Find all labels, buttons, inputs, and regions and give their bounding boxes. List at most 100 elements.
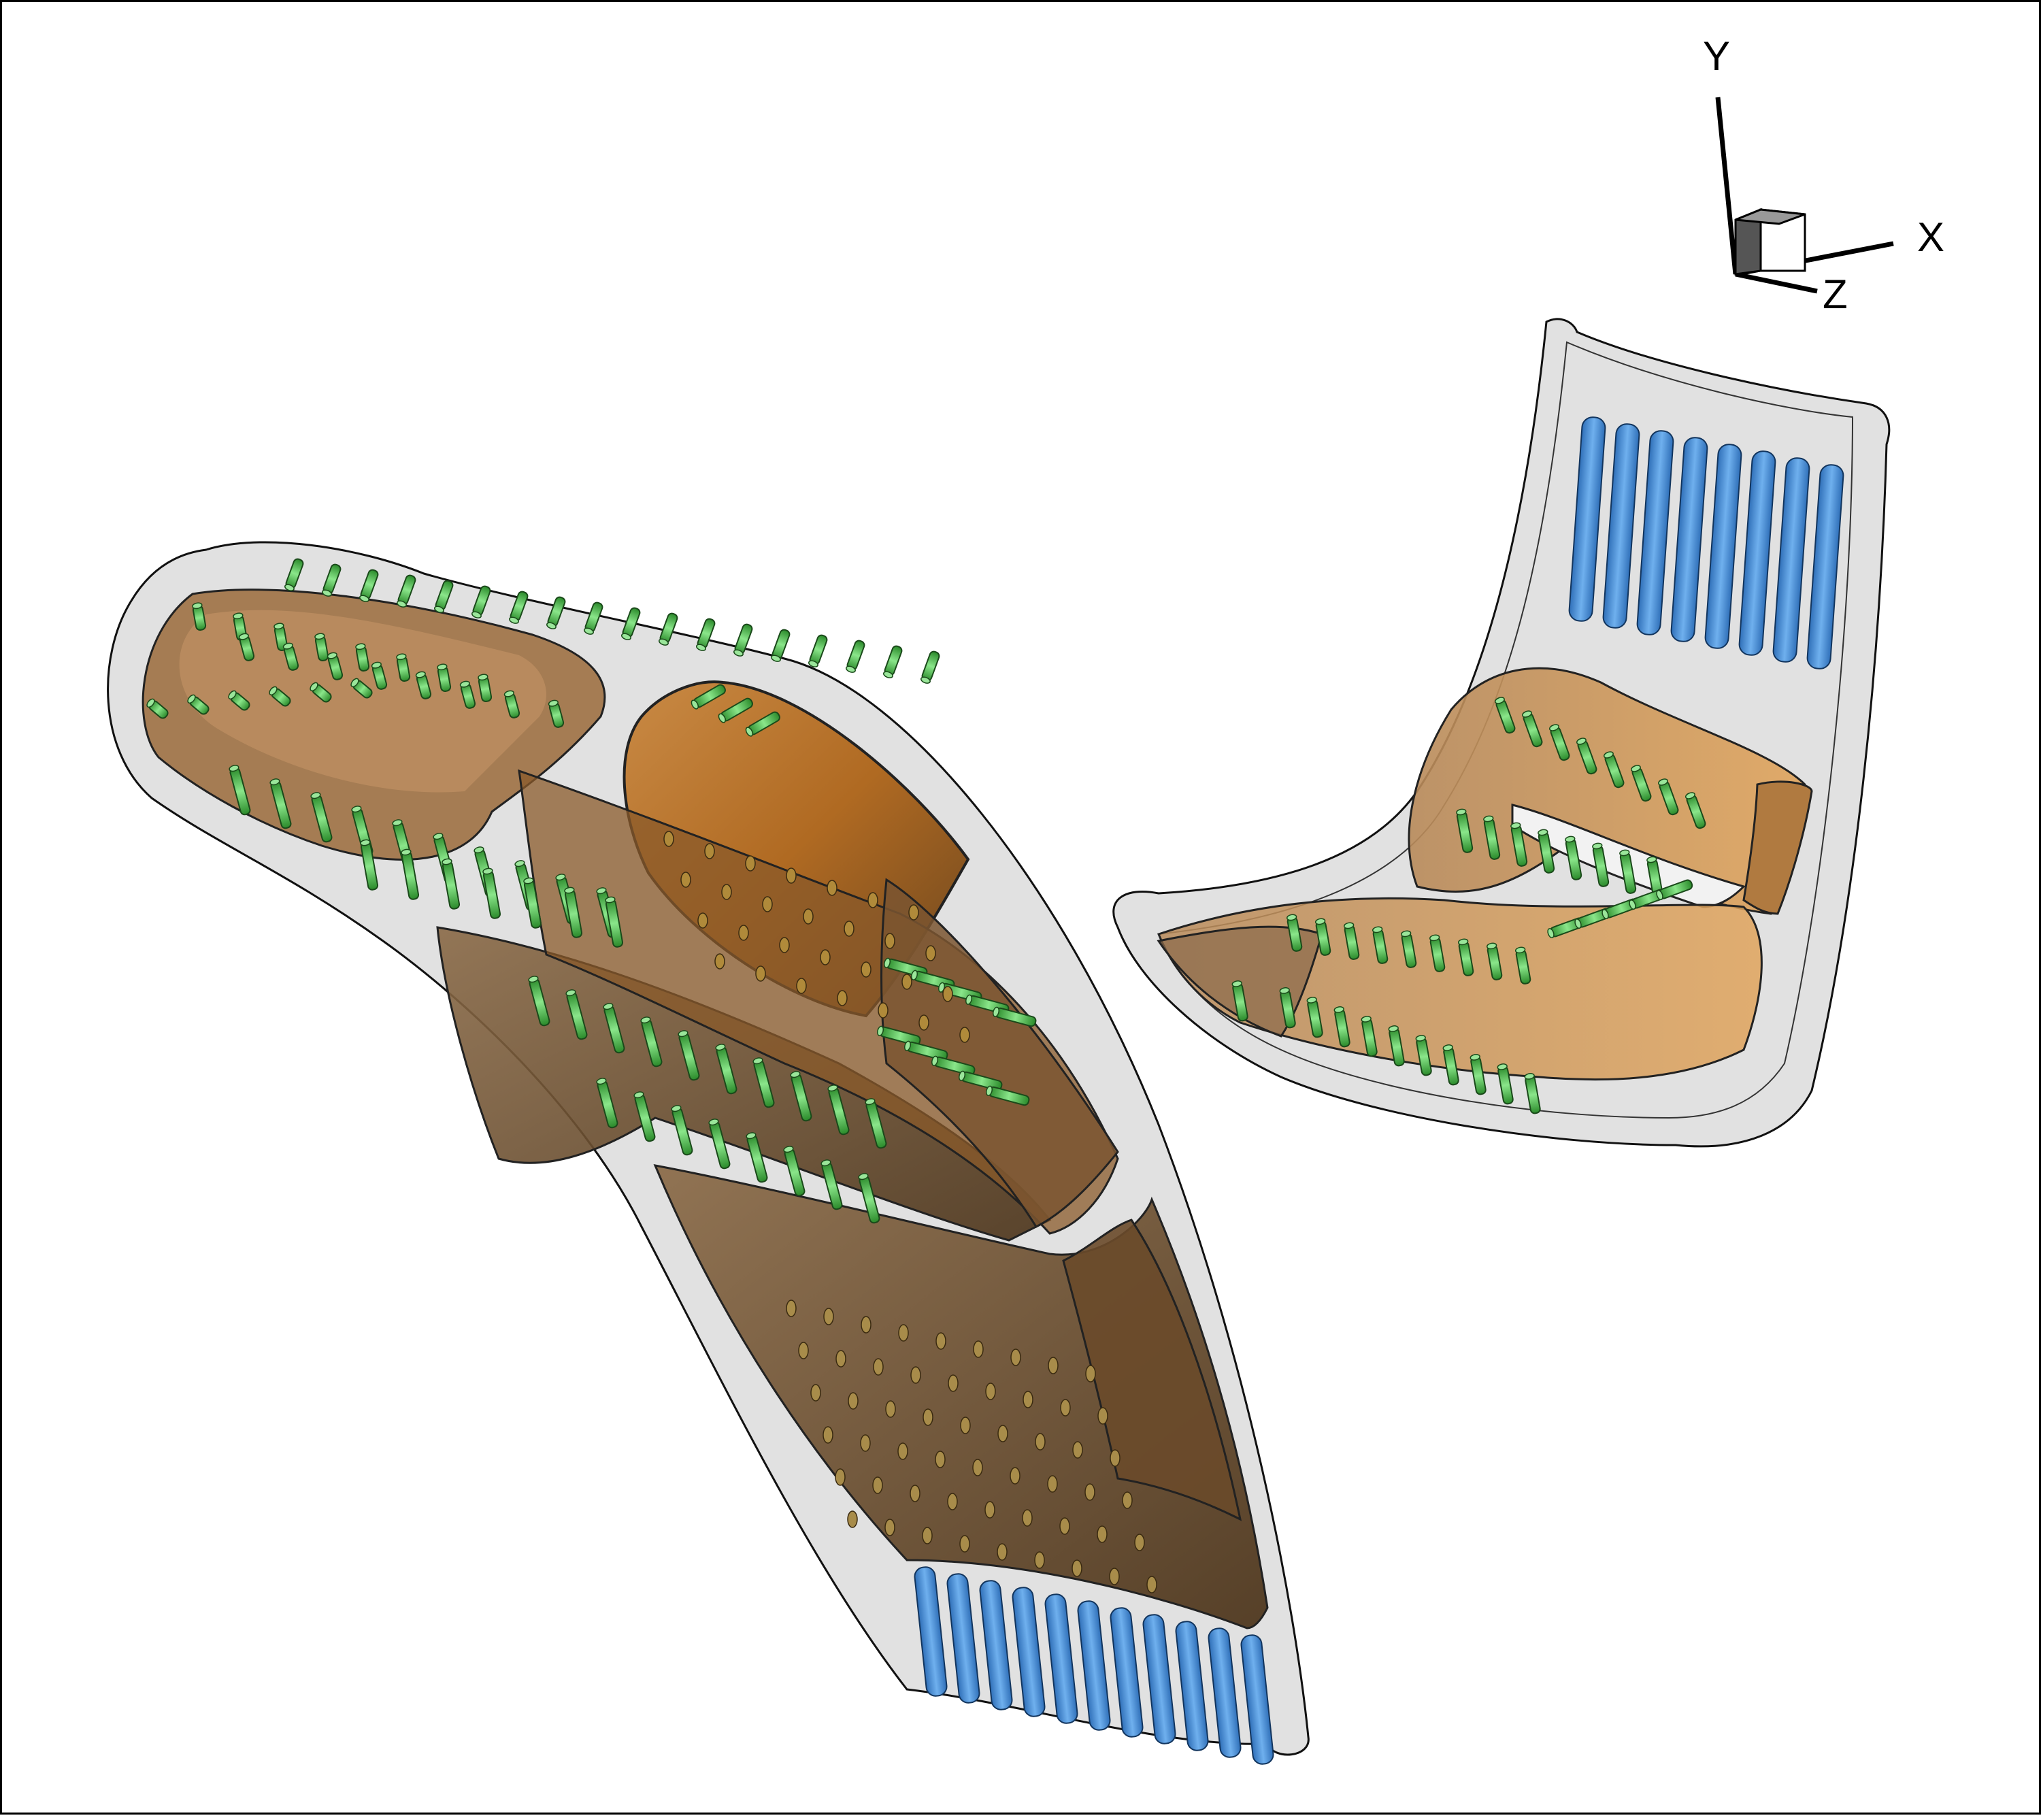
- impingement-hole-icon: [898, 1324, 909, 1342]
- impingement-hole-icon: [959, 1027, 970, 1043]
- pin-fin-icon: [1110, 1607, 1144, 1738]
- film-cooling-hole-icon: [1521, 710, 1543, 748]
- impingement-hole-icon: [884, 1519, 895, 1536]
- impingement-hole-icon: [1122, 1491, 1133, 1509]
- film-cooling-hole-icon: [621, 607, 641, 640]
- film-cooling-hole-icon: [858, 1173, 880, 1224]
- impingement-hole-icon: [960, 1417, 971, 1434]
- y-axis-label: Y: [1703, 33, 1730, 79]
- film-cooling-hole-icon: [1314, 918, 1331, 956]
- impingement-hole-icon: [948, 1374, 959, 1392]
- film-cooling-hole-icon: [1524, 1073, 1541, 1114]
- axis-cube-icon: [1734, 208, 1806, 276]
- film-cooling-hole-icon: [865, 1098, 887, 1149]
- film-cooling-hole-icon: [350, 678, 373, 699]
- impingement-hole-icon: [860, 1434, 871, 1452]
- impingement-hole-icon: [942, 986, 953, 1002]
- film-cooling-hole-icon: [1630, 765, 1652, 802]
- film-cooling-hole-icon: [783, 1146, 806, 1197]
- film-cooling-hole-icon: [1510, 822, 1528, 867]
- impingement-hole-icon: [947, 1493, 958, 1510]
- film-cooling-hole-icon: [846, 640, 865, 673]
- film-cooling-hole-icon: [1456, 808, 1474, 853]
- film-cooling-hole-icon: [733, 623, 753, 657]
- film-cooling-hole-icon: [696, 618, 716, 651]
- film-cooling-hole-icon: [1372, 926, 1389, 964]
- film-cooling-hole-icon: [528, 976, 550, 1027]
- film-cooling-hole-icon: [401, 848, 420, 900]
- impingement-hole-icon: [885, 1400, 896, 1418]
- film-cooling-hole-icon: [959, 1070, 1003, 1091]
- film-cooling-hole-icon: [523, 877, 542, 929]
- film-cooling-hole-icon: [1657, 778, 1679, 816]
- pin-fin-icon: [1208, 1627, 1242, 1758]
- impingement-hole-icon: [901, 974, 912, 990]
- film-cooling-hole-icon: [640, 1016, 663, 1068]
- x-axis-label: X: [1917, 214, 1944, 260]
- film-cooling-hole-icon: [322, 563, 342, 597]
- impingement-hole-icon: [972, 1459, 983, 1476]
- film-cooling-hole-icon: [192, 602, 207, 631]
- impingement-hole-icon: [848, 1392, 859, 1410]
- pin-fin-icon: [1012, 1587, 1046, 1717]
- impingement-hole-icon: [663, 831, 674, 847]
- film-cooling-hole-icon: [745, 711, 780, 737]
- impingement-hole-icon: [923, 1408, 933, 1426]
- film-cooling-hole-icon: [1565, 835, 1582, 880]
- film-cooling-hole-icon: [605, 896, 624, 948]
- film-cooling-hole-icon: [1619, 849, 1637, 894]
- pin-fin-icon: [1636, 430, 1674, 635]
- film-cooling-hole-icon: [1306, 997, 1323, 1038]
- impingement-hole-icon: [918, 1014, 929, 1031]
- impingement-hole-icon: [1047, 1475, 1058, 1493]
- film-cooling-hole-icon: [671, 1105, 693, 1156]
- pin-fin-bank-end-view: [1568, 416, 1844, 669]
- film-cooling-hole-icon: [546, 596, 566, 629]
- impingement-hole-icon: [714, 953, 725, 970]
- impingement-hole-icon: [823, 1308, 834, 1325]
- film-cooling-hole-icon: [327, 652, 344, 680]
- impingement-hole-icon: [837, 990, 848, 1006]
- blade-view-end: [1112, 318, 1891, 1148]
- impingement-hole-icon: [878, 1002, 889, 1019]
- film-cooling-hole-icon: [1457, 938, 1474, 976]
- film-cooling-hole-icon: [1538, 829, 1555, 874]
- impingement-hole-icon: [884, 933, 895, 949]
- pin-fin-icon: [1602, 423, 1640, 629]
- pin-fin-icon: [1670, 437, 1708, 642]
- impingement-hole-icon: [820, 949, 831, 965]
- impingement-hole-icon: [959, 1535, 970, 1553]
- film-cooling-hole-icon: [396, 653, 411, 682]
- film-cooling-hole-icon: [269, 686, 291, 707]
- impingement-hole-icon: [1022, 1509, 1033, 1527]
- impingement-hole-icon: [861, 1316, 872, 1334]
- film-cooling-hole-icon: [1497, 1063, 1514, 1105]
- pin-fin-bank-trailing-edge: [914, 1566, 1274, 1765]
- impingement-hole-icon: [1110, 1449, 1121, 1467]
- impingement-hole-icon: [925, 945, 936, 961]
- film-cooling-hole-icon: [1576, 738, 1597, 775]
- film-cooling-hole-icon: [986, 1085, 1030, 1106]
- impingement-hole-icon: [997, 1425, 1008, 1442]
- impingement-hole-icon: [738, 925, 749, 941]
- impingement-hole-icon: [755, 965, 766, 982]
- z-axis-label: Z: [1823, 271, 1848, 317]
- impingement-hole-icon: [1146, 1576, 1157, 1593]
- film-cooling-hole-icon: [503, 690, 520, 718]
- film-cooling-hole-icon: [228, 690, 250, 711]
- film-cooling-hole-icon: [920, 650, 940, 684]
- pin-fin-icon: [1240, 1634, 1274, 1765]
- impingement-hole-icon: [935, 1451, 946, 1468]
- impingement-hole-icon: [835, 1350, 846, 1368]
- film-cooling-hole-icon: [238, 633, 255, 661]
- impingement-hole-icon: [1109, 1568, 1120, 1585]
- pin-fin-icon: [1142, 1614, 1176, 1744]
- impingement-hole-icon: [908, 904, 919, 921]
- film-cooling-hole-icon: [360, 839, 379, 891]
- leading-edge-cavity-highlight: [179, 610, 546, 793]
- impingement-hole-icon: [827, 880, 837, 896]
- film-cooling-hole-icon: [1603, 751, 1625, 789]
- film-cooling-hole-icon: [1400, 930, 1417, 968]
- impingement-hole-icon: [779, 937, 790, 953]
